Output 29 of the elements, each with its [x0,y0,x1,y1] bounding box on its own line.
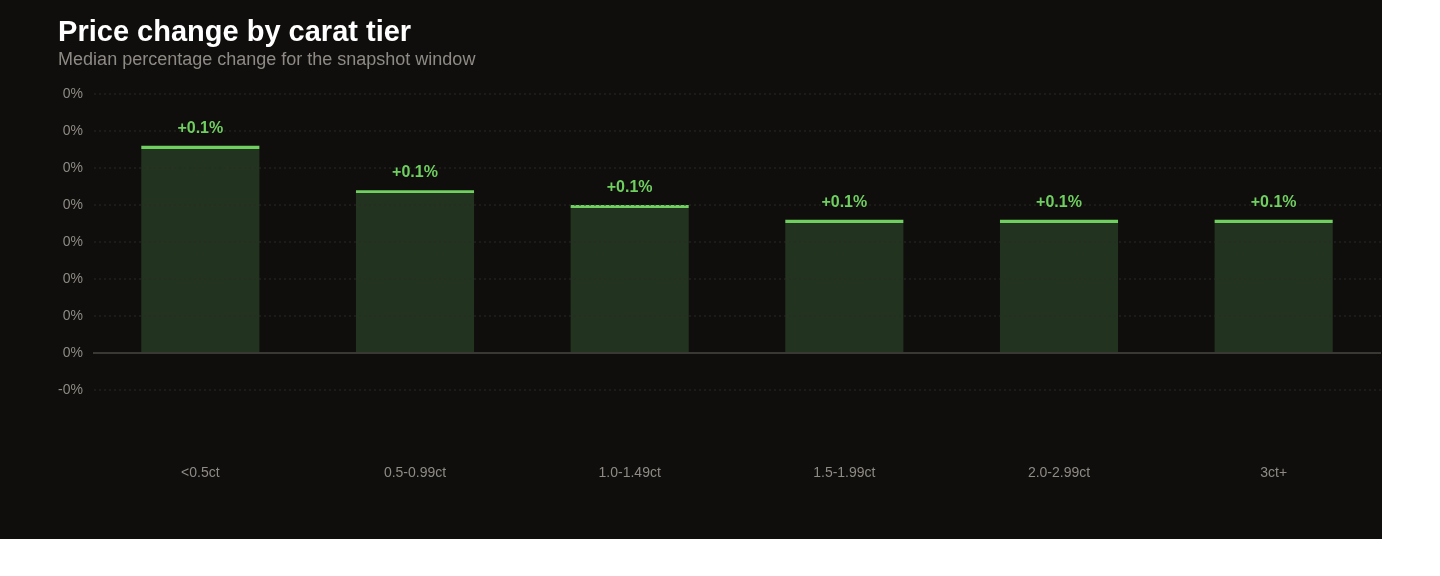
data-label: +0.1% [1250,192,1297,210]
y-tick-label: 0% [62,85,83,101]
data-label: +0.1% [606,178,653,195]
y-tick-label: 0% [62,344,83,360]
y-tick-label: 0% [62,196,83,212]
x-tick-label: 2.0-2.99ct [1027,463,1091,480]
y-tick-label: 0% [62,307,83,323]
bar [1214,219,1333,353]
x-tick-label: 1.0-1.49ct [598,463,661,480]
bar [355,190,475,353]
chart-title: Price change by carat tier [58,15,412,47]
bar [785,219,904,353]
y-tick-label: -0% [58,381,83,397]
x-tick-label: 1.5-1.99ct [813,463,876,480]
bar [999,219,1119,353]
x-tick-label: 3ct+ [1260,463,1288,480]
y-tick-label: 0% [62,233,83,249]
y-tick-label: 0% [62,270,83,286]
chart-subtitle: Median percentage change for the snapshot window [58,49,477,69]
y-tick-label: 0% [62,159,83,175]
x-tick-label: <0.5ct [181,463,220,480]
x-tick-label: 0.5-0.99ct [383,463,447,480]
bar [570,205,689,353]
data-label: +0.1% [1036,192,1082,210]
data-label: +0.1% [392,163,438,181]
data-label: +0.1% [177,118,224,136]
data-label: +0.1% [821,192,868,210]
y-tick-label: 0% [62,122,83,138]
bar [141,145,260,353]
